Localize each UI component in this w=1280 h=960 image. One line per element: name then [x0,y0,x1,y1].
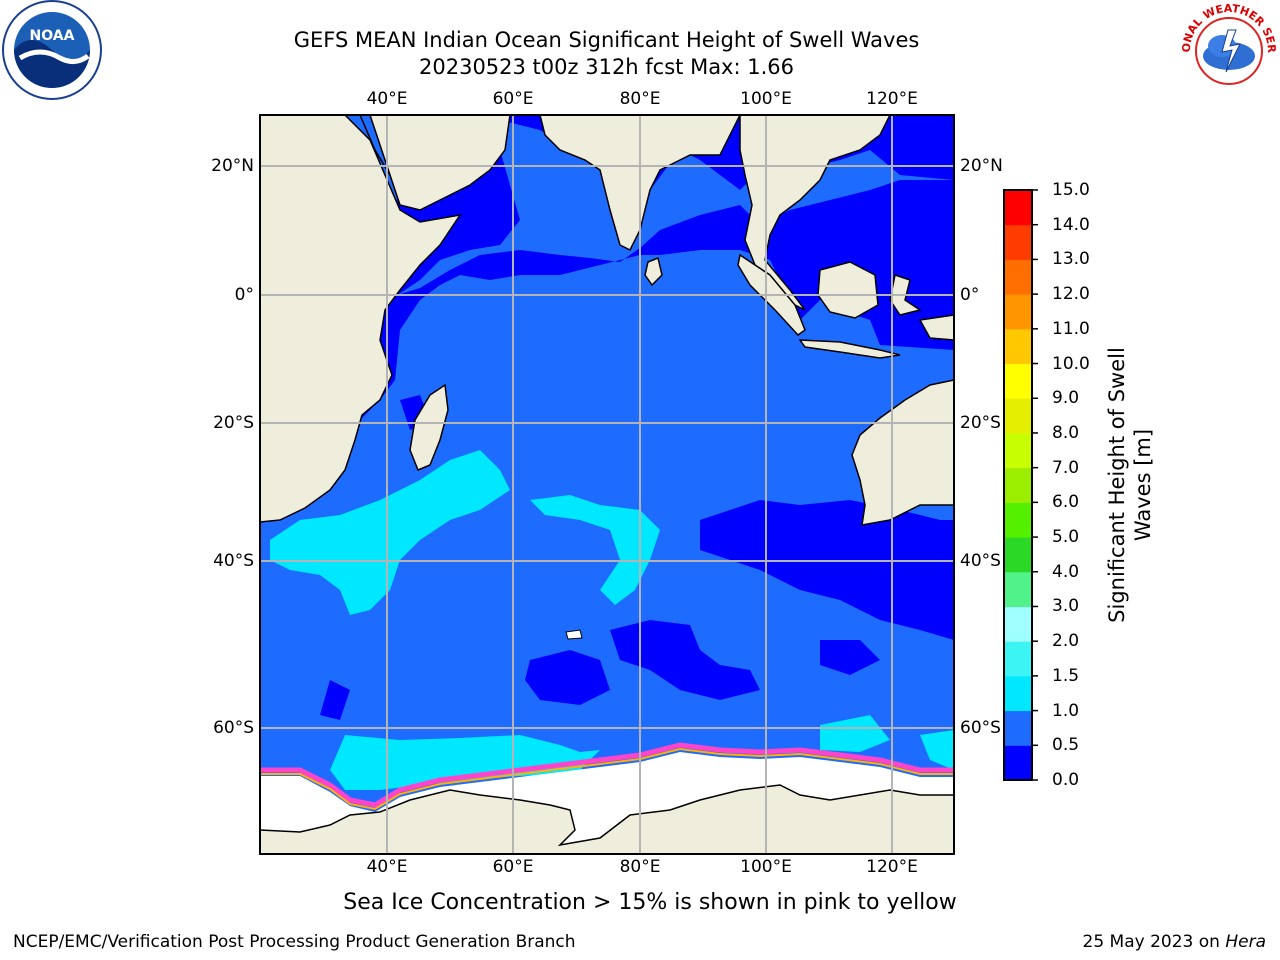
southeast-asia-land [739,115,891,311]
map-subtitle: 20230523 t00z 312h fcst Max: 1.66 [419,55,794,79]
colorbar-bin [1004,328,1032,365]
colorbar-tick-label: 5.0 [1052,527,1080,548]
colorbar-tick-label: 15.0 [1052,180,1090,200]
colorbar-tick-label: 10.0 [1052,353,1090,374]
lon-tick-top: 100°E [740,89,792,109]
colorbar-tick-label: 6.0 [1052,492,1080,513]
australia-land [851,379,954,526]
map-frame [259,114,955,855]
colorbar-bin [1004,606,1032,642]
antarctica-land [260,784,954,854]
colorbar-tick-label: 11.0 [1052,318,1090,339]
colorbar-tick-label: 13.0 [1052,249,1090,270]
lat-tick-left: 60°S [213,718,254,738]
colorbar-tick-label: 0.0 [1052,770,1080,790]
colorbar-tick-label: 8.0 [1052,422,1080,443]
colorbar [1003,189,1038,781]
sri-lanka-land [644,256,663,287]
colorbar-tick-label: 4.0 [1052,561,1080,582]
lat-tick-left: 20°N [211,156,254,176]
borneo-land [817,261,879,319]
colorbar-bin [1004,398,1032,434]
madagascar-land [409,383,449,471]
nws-logo: NATIONAL WEATHER SERVICE [1178,0,1278,100]
map-body [260,115,954,854]
lat-tick-left: 20°S [213,413,254,433]
colorbar-tick-label: 1.0 [1052,700,1080,721]
colorbar-bin [1004,710,1032,746]
colorbar-bin [1004,537,1032,573]
colorbar-bin [1004,745,1032,781]
colorbar-tick-label: 1.5 [1052,665,1080,686]
lon-tick-top: 40°E [366,89,408,109]
colorbar-bin [1004,363,1032,399]
colorbar-frame [1003,189,1033,781]
footer-date-text: 25 May 2023 on [1082,932,1226,952]
lon-tick-bottom: 60°E [492,857,534,877]
colorbar-bin [1004,641,1032,677]
lat-tick-right: 40°S [960,551,1001,571]
lat-tick-left: 40°S [213,551,254,571]
colorbar-bin [1004,432,1032,469]
colorbar-bin [1004,190,1032,226]
colorbar-bin [1004,224,1032,260]
colorbar-label-line2: Waves [m] [1131,428,1155,542]
colorbar-label: Significant Height of Swell Waves [m] [1104,285,1156,685]
colorbar-bin [1004,502,1032,538]
africa-land [260,115,462,523]
map-title: GEFS MEAN Indian Ocean Significant Heigh… [293,28,920,52]
colorbar-tick-label: 9.0 [1052,388,1080,409]
noaa-logo-text: NOAA [30,28,75,44]
colorbar-tick-label: 7.0 [1052,457,1080,478]
lon-tick-bottom: 120°E [866,857,918,877]
lat-tick-right: 0° [960,285,980,305]
sea-ice-note: Sea Ice Concentration > 15% is shown in … [343,890,957,915]
colorbar-bin [1004,259,1032,295]
lat-tick-right: 20°S [960,413,1001,433]
noaa-logo: NOAA [2,0,102,100]
footer-date: 25 May 2023 on Hera [1083,932,1267,952]
lon-tick-top: 60°E [492,89,534,109]
footer-credit: NCEP/EMC/Verification Post Processing Pr… [13,932,576,952]
lon-tick-top: 80°E [619,89,661,109]
colorbar-tick-label: 3.0 [1052,596,1080,617]
colorbar-bin [1004,571,1032,607]
swell-mid-areas [270,450,954,790]
java-land [798,339,901,359]
footer-host: Hera [1225,932,1266,952]
colorbar-tick-label: 0.5 [1052,735,1080,756]
lon-tick-bottom: 100°E [740,857,792,877]
colorbar-bin [1004,467,1032,503]
colorbar-label-line1: Significant Height of Swell [1105,347,1129,623]
colorbar-bin [1004,675,1032,712]
colorbar-tick-label: 14.0 [1052,214,1090,235]
colorbar-tick-label: 12.0 [1052,284,1090,305]
lon-tick-bottom: 40°E [366,857,408,877]
lon-tick-top: 120°E [866,89,918,109]
lat-tick-right: 20°N [960,156,1003,176]
colorbar-tick-label: 2.0 [1052,631,1080,652]
lat-tick-left: 0° [234,285,254,305]
graticule [260,115,954,854]
colorbar-bin [1004,294,1032,330]
lon-tick-bottom: 80°E [619,857,661,877]
lat-tick-right: 60°S [960,718,1001,738]
